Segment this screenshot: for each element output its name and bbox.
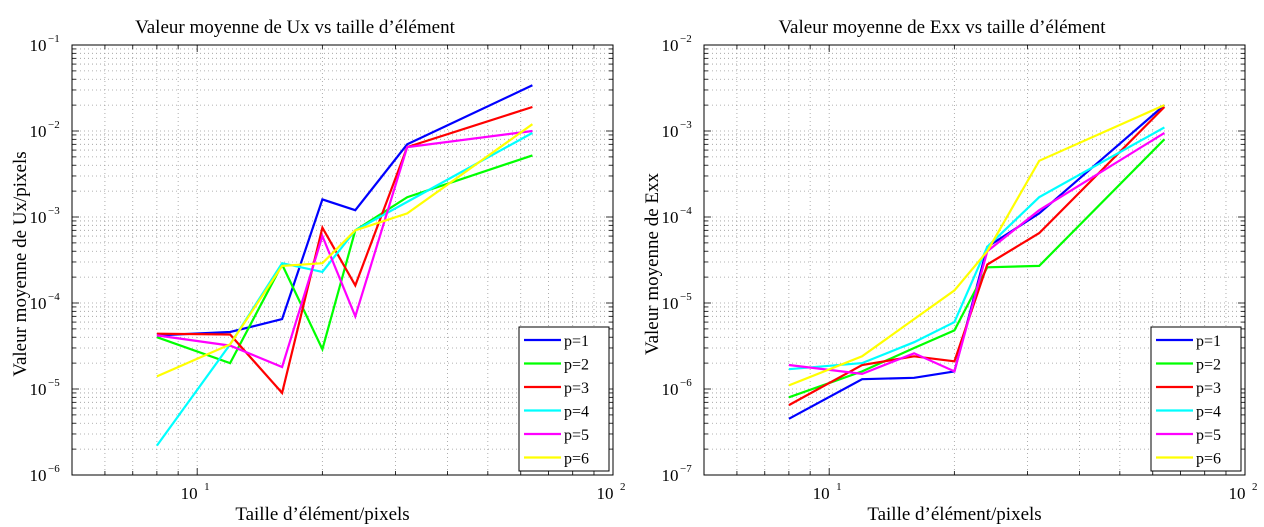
y-tick-label-exponent: −6 — [48, 463, 60, 475]
legend-label: p=6 — [1196, 451, 1221, 468]
x-tick-label-exponent: 2 — [620, 481, 626, 493]
y-tick-label-base: 10 — [662, 122, 679, 141]
axis-ticks — [703, 44, 1246, 476]
x-tick-label-base: 10 — [181, 484, 198, 503]
legend-item: p=3 — [1156, 380, 1221, 397]
y-tick-label: 10 −1 — [30, 33, 60, 55]
y-tick-label: 10 −5 — [30, 377, 61, 399]
y-tick-label-exponent: −1 — [48, 33, 60, 45]
x-tick-label-base: 10 — [1229, 484, 1246, 503]
axes-frame — [71, 44, 614, 476]
chart-title: Valeur moyenne de Ux vs taille d’élément — [135, 17, 455, 38]
y-tick-label: 10 −7 — [662, 463, 693, 485]
x-tick-label-base: 10 — [597, 484, 614, 503]
series-line-p6 — [788, 104, 1165, 387]
x-tick-label-exponent: 1 — [204, 481, 210, 493]
series-lines — [156, 84, 534, 447]
y-tick-label-exponent: −2 — [680, 33, 692, 45]
axes-frame — [703, 44, 1246, 476]
y-tick-label-base: 10 — [30, 380, 47, 399]
y-tick-label: 10 −6 — [662, 377, 693, 399]
y-tick-label: 10 −4 — [662, 205, 693, 227]
legend-label: p=6 — [564, 451, 589, 468]
chart-title: Valeur moyenne de Exx vs taille d’élémen… — [778, 17, 1106, 38]
series-lines — [788, 104, 1166, 420]
legend-item: p=4 — [1156, 404, 1221, 421]
legend-label: p=5 — [1196, 427, 1221, 444]
y-tick-label-exponent: −7 — [680, 463, 692, 475]
series-line-p5 — [788, 131, 1165, 376]
series-line-p6 — [156, 123, 534, 378]
legend-item: p=4 — [524, 404, 589, 421]
legend-label: p=1 — [1196, 333, 1221, 350]
chart-ux: 10 1 10 210 −610 −510 −410 −310 −210 −1p=1p=2p=3p… — [10, 17, 626, 525]
legend: p=1 p=2 p=3 p=4 p=5 p=6 — [518, 326, 610, 472]
series-line-p4 — [788, 126, 1165, 371]
legend-item: p=2 — [1156, 357, 1221, 374]
legend-label: p=2 — [1196, 357, 1221, 374]
x-tick-label: 10 2 — [1229, 481, 1258, 503]
y-tick-label-base: 10 — [662, 294, 679, 313]
series-line-p1 — [156, 84, 533, 337]
legend-label: p=1 — [564, 333, 589, 350]
y-tick-label-exponent: −3 — [48, 205, 60, 217]
y-tick-label-base: 10 — [662, 466, 679, 485]
x-tick-label-exponent: 1 — [836, 481, 842, 493]
y-tick-label: 10 −2 — [30, 119, 60, 141]
legend-label: p=2 — [564, 357, 589, 374]
y-tick-label-exponent: −5 — [48, 377, 60, 389]
y-tick-label-base: 10 — [662, 208, 679, 227]
legend-box — [518, 326, 610, 472]
y-tick-label: 10 −4 — [30, 291, 61, 313]
x-tick-label: 10 1 — [813, 481, 842, 503]
y-tick-label-base: 10 — [662, 36, 679, 55]
x-tick-label-exponent: 2 — [1252, 481, 1258, 493]
legend-label: p=4 — [564, 404, 589, 421]
x-axis-label: Taille d’élément/pixels — [235, 504, 409, 525]
y-tick-label-base: 10 — [30, 122, 47, 141]
y-tick-label-base: 10 — [30, 294, 47, 313]
legend-item: p=1 — [1156, 333, 1221, 350]
legend: p=1 p=2 p=3 p=4 p=5 p=6 — [1150, 326, 1242, 472]
y-tick-label-base: 10 — [30, 208, 47, 227]
y-axis-label: Valeur moyenne de Ux/pixels — [10, 151, 31, 376]
y-tick-label-exponent: −2 — [48, 119, 60, 131]
chart-exx: 10 1 10 210 −710 −610 −510 −410 −310 −2p=1p=2p=3p… — [642, 17, 1258, 525]
series-line-p3 — [788, 106, 1166, 407]
x-tick-label: 10 1 — [181, 481, 210, 503]
y-tick-label-exponent: −6 — [680, 377, 692, 389]
x-tick-label-base: 10 — [813, 484, 830, 503]
y-tick-label: 10 −6 — [30, 463, 61, 485]
legend-item: p=3 — [524, 380, 589, 397]
y-tick-label: 10 −3 — [662, 119, 693, 141]
legend-item: p=2 — [524, 357, 589, 374]
legend-label: p=3 — [564, 380, 589, 397]
legend-item: p=6 — [1156, 451, 1221, 468]
x-tick-label: 10 2 — [597, 481, 626, 503]
legend-item: p=5 — [524, 427, 589, 444]
y-tick-label-base: 10 — [30, 36, 47, 55]
y-tick-label-exponent: −3 — [680, 119, 692, 131]
y-tick-label: 10 −3 — [30, 205, 61, 227]
y-tick-label: 10 −5 — [662, 291, 693, 313]
y-tick-label-base: 10 — [30, 466, 47, 485]
y-tick-label-base: 10 — [662, 380, 679, 399]
y-axis-label: Valeur moyenne de Exx — [642, 172, 663, 355]
series-line-p2 — [788, 138, 1166, 399]
y-tick-label-exponent: −4 — [680, 205, 692, 217]
series-line-p2 — [156, 154, 533, 365]
legend-item: p=6 — [524, 451, 589, 468]
x-axis-label: Taille d’élément/pixels — [867, 504, 1041, 525]
y-tick-label-exponent: −4 — [48, 291, 60, 303]
y-tick-label-exponent: −5 — [680, 291, 692, 303]
legend-label: p=4 — [1196, 404, 1221, 421]
legend-box — [1150, 326, 1242, 472]
y-tick-label: 10 −2 — [662, 33, 692, 55]
legend-item: p=5 — [1156, 427, 1221, 444]
legend-label: p=5 — [564, 427, 589, 444]
legend-label: p=3 — [1196, 380, 1221, 397]
legend-item: p=1 — [524, 333, 589, 350]
